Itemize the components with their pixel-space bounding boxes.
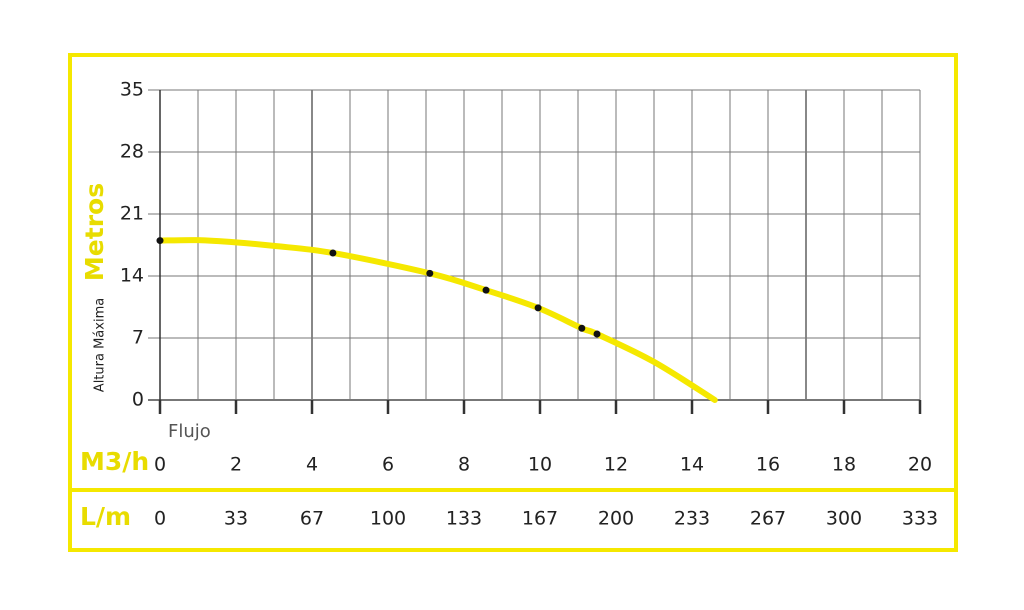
x-tick-label: 10 (528, 454, 552, 476)
x2-tick-label: 133 (446, 508, 482, 530)
y-tick-label: 21 (120, 203, 144, 225)
y-tick-label: 0 (132, 389, 144, 411)
x-tick-label: 16 (756, 454, 780, 476)
x-axis-label: M3/h (80, 447, 149, 476)
data-point (593, 330, 601, 338)
x-tick-label: 14 (680, 454, 704, 476)
x-tick-label: 6 (382, 454, 394, 476)
x2-tick-label: 67 (300, 508, 324, 530)
x2-tick-label: 333 (902, 508, 938, 530)
y-axis-label-small: Altura Máxima (93, 298, 108, 392)
x2-tick-label: 100 (370, 508, 406, 530)
data-point (578, 324, 586, 332)
x2-tick-label: 33 (224, 508, 248, 530)
data-point (156, 237, 164, 245)
y-axis-label: Metros (80, 183, 109, 281)
x2-tick-label: 167 (522, 508, 558, 530)
y-tick-label: 28 (120, 141, 144, 163)
x2-tick-label: 0 (154, 508, 166, 530)
data-point (534, 304, 542, 312)
x-tick-label: 2 (230, 454, 242, 476)
x2-tick-label: 233 (674, 508, 710, 530)
data-point (482, 286, 490, 294)
curve (157, 237, 718, 403)
x-tick-label: 4 (306, 454, 318, 476)
x-tick-label: 0 (154, 454, 166, 476)
x2-tick-label: 300 (826, 508, 862, 530)
x-tick-label: 20 (908, 454, 932, 476)
x-axis-label-small: Flujo (168, 421, 211, 442)
x2-axis-label: L/m (80, 502, 131, 531)
y-tick-label: 35 (120, 79, 144, 101)
y-tick-label: 14 (120, 265, 144, 287)
data-point (329, 249, 337, 257)
x-tick-label: 8 (458, 454, 470, 476)
y-tick-label: 7 (132, 327, 144, 349)
x2-tick-label: 200 (598, 508, 634, 530)
data-point (426, 269, 434, 277)
x-tick-label: 12 (604, 454, 628, 476)
frame (68, 53, 958, 552)
x-tick-label: 18 (832, 454, 856, 476)
x2-tick-label: 267 (750, 508, 786, 530)
